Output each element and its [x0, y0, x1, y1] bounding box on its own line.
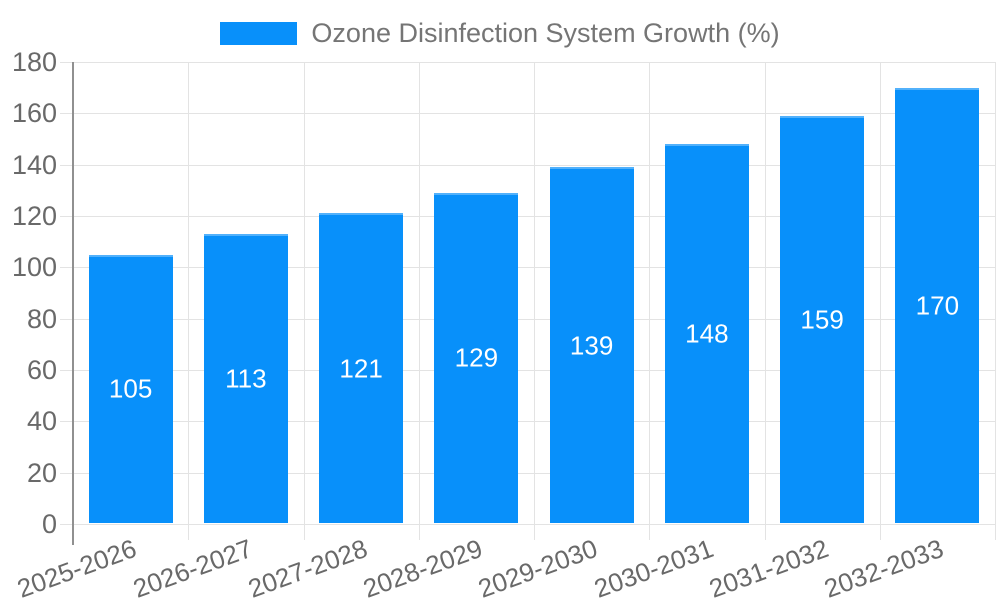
bar[interactable]	[434, 192, 519, 523]
bar-value-label: 105	[108, 373, 153, 404]
y-axis-line	[72, 62, 74, 545]
bar-value-label: 113	[225, 363, 267, 394]
bar[interactable]	[549, 167, 634, 523]
y-gridline	[60, 113, 995, 115]
y-axis-tick-label: 160	[11, 98, 57, 129]
legend-label: Ozone Disinfection System Growth (%)	[311, 18, 780, 48]
y-gridline	[60, 164, 995, 166]
x-axis-tick-label: 2029-2030	[474, 533, 602, 600]
x-axis-tick-label: 2030-2031	[589, 533, 717, 600]
y-axis-tick-label: 100	[11, 252, 57, 283]
x-axis-tick-label: 2027-2028	[243, 533, 372, 600]
bar-value-label: 129	[454, 342, 499, 373]
y-gridline	[60, 370, 995, 371]
y-gridline	[60, 524, 995, 525]
y-gridline	[60, 267, 995, 269]
legend-item-ozone-growth[interactable]: Ozone Disinfection System Growth (%)	[220, 18, 780, 49]
y-axis-tick-label: 20	[26, 457, 57, 488]
x-gridline	[649, 62, 651, 540]
x-gridline	[418, 62, 420, 540]
y-gridline	[60, 318, 995, 320]
bar-value-label: 170	[915, 290, 960, 321]
y-gridline	[60, 472, 995, 474]
y-axis-tick-label: 60	[26, 355, 57, 385]
legend: Ozone Disinfection System Growth (%)	[0, 18, 1000, 49]
x-axis-tick-label: 2032-2033	[820, 533, 948, 600]
legend-swatch-icon	[220, 22, 298, 45]
y-gridline	[60, 421, 995, 423]
bar-value-label: 139	[569, 330, 614, 361]
bar[interactable]	[203, 233, 288, 523]
bar-value-label: 121	[339, 353, 383, 384]
bar[interactable]	[88, 254, 173, 523]
x-axis-tick-label: 2031-2032	[704, 533, 833, 600]
bar[interactable]	[780, 115, 865, 523]
y-axis-tick-label: 140	[11, 149, 57, 180]
x-gridline	[534, 62, 535, 540]
y-axis-tick-label: 80	[26, 303, 57, 334]
x-axis-tick-label: 2025-2026	[13, 533, 141, 600]
bar[interactable]	[895, 87, 980, 523]
x-axis-tick-label: 2028-2029	[359, 533, 487, 600]
y-axis-tick-label: 180	[11, 47, 57, 77]
y-axis-tick-label: 120	[11, 201, 57, 231]
bar[interactable]	[319, 213, 404, 523]
y-axis-tick-label: 0	[41, 509, 57, 539]
x-gridline	[188, 62, 190, 540]
y-gridline	[60, 216, 995, 217]
x-axis-tick-label: 2026-2027	[128, 533, 256, 600]
bar-value-label: 148	[685, 318, 729, 349]
x-gridline	[879, 62, 881, 540]
x-gridline	[764, 62, 766, 540]
x-gridline	[995, 62, 996, 540]
bar-value-label: 159	[800, 304, 844, 335]
bar[interactable]	[664, 144, 749, 523]
y-gridline	[60, 62, 995, 63]
y-axis-tick-label: 40	[26, 406, 57, 437]
x-gridline	[303, 62, 305, 540]
